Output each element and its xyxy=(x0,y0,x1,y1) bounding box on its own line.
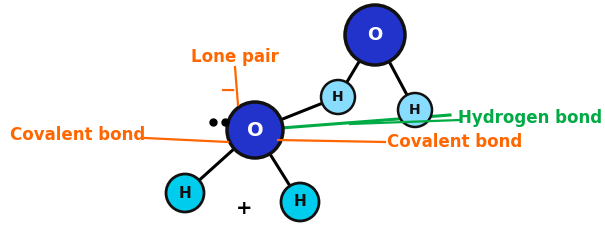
Text: +: + xyxy=(236,198,252,218)
Text: O: O xyxy=(367,26,382,44)
Text: Hydrogen bond: Hydrogen bond xyxy=(458,109,602,127)
Ellipse shape xyxy=(166,174,204,212)
Text: Lone pair: Lone pair xyxy=(191,48,279,66)
Text: −: − xyxy=(220,80,236,99)
Ellipse shape xyxy=(227,102,283,158)
Text: O: O xyxy=(247,120,263,139)
Text: H: H xyxy=(178,185,191,200)
Ellipse shape xyxy=(281,183,319,221)
Ellipse shape xyxy=(321,80,355,114)
Text: H: H xyxy=(409,103,421,117)
Text: H: H xyxy=(293,194,306,209)
Ellipse shape xyxy=(398,93,432,127)
Ellipse shape xyxy=(345,5,405,65)
Text: H: H xyxy=(332,90,344,104)
Text: Covalent bond: Covalent bond xyxy=(387,133,523,151)
Text: Covalent bond: Covalent bond xyxy=(10,126,146,144)
